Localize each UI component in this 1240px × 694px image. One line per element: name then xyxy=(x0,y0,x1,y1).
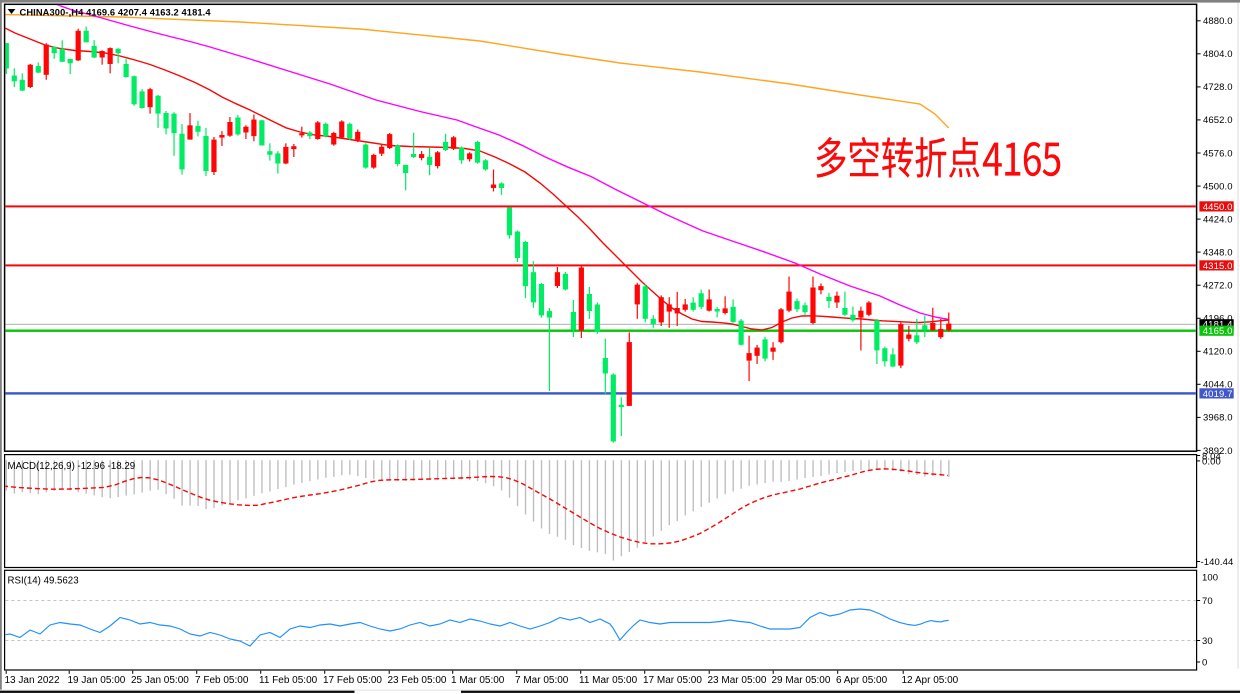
svg-text:17 Feb 05:00: 17 Feb 05:00 xyxy=(323,675,382,686)
svg-text:4348.0: 4348.0 xyxy=(1203,247,1233,258)
svg-text:4044.0: 4044.0 xyxy=(1203,380,1233,391)
svg-text:1 Mar 05:00: 1 Mar 05:00 xyxy=(451,675,505,686)
svg-text:30: 30 xyxy=(1202,636,1213,647)
svg-text:4120.0: 4120.0 xyxy=(1203,347,1233,358)
svg-text:25 Jan 05:00: 25 Jan 05:00 xyxy=(131,675,189,686)
svg-text:7 Feb 05:00: 7 Feb 05:00 xyxy=(195,675,249,686)
svg-text:11 Feb 05:00: 11 Feb 05:00 xyxy=(259,675,318,686)
svg-text:4500.0: 4500.0 xyxy=(1203,181,1233,192)
svg-text:4652.0: 4652.0 xyxy=(1203,115,1233,126)
svg-text:23 Mar 05:00: 23 Mar 05:00 xyxy=(708,675,767,686)
svg-text:0: 0 xyxy=(1202,658,1207,669)
svg-text:4315.0: 4315.0 xyxy=(1203,261,1233,272)
svg-text:4424.0: 4424.0 xyxy=(1203,214,1233,225)
svg-text:4450.0: 4450.0 xyxy=(1203,202,1233,213)
svg-text:11 Mar 05:00: 11 Mar 05:00 xyxy=(579,675,638,686)
svg-text:70: 70 xyxy=(1202,596,1213,607)
svg-text:29 Mar 05:00: 29 Mar 05:00 xyxy=(772,675,831,686)
svg-text:0.00: 0.00 xyxy=(1202,456,1221,467)
svg-text:4019.7: 4019.7 xyxy=(1203,389,1233,400)
svg-text:4728.0: 4728.0 xyxy=(1203,82,1233,93)
svg-text:4804.0: 4804.0 xyxy=(1203,49,1233,60)
svg-text:-140.44: -140.44 xyxy=(1201,557,1234,568)
svg-text:3892.0: 3892.0 xyxy=(1203,446,1233,457)
svg-text:12 Apr 05:00: 12 Apr 05:00 xyxy=(902,675,959,686)
svg-text:RSI(14) 49.5623: RSI(14) 49.5623 xyxy=(8,575,79,586)
svg-text:3968.0: 3968.0 xyxy=(1203,413,1233,424)
svg-text:4181.4: 4181.4 xyxy=(1203,320,1233,331)
svg-text:100: 100 xyxy=(1202,573,1218,584)
svg-text:7 Mar 05:00: 7 Mar 05:00 xyxy=(515,675,569,686)
svg-text:17 Mar 05:00: 17 Mar 05:00 xyxy=(643,675,702,686)
svg-text:4272.0: 4272.0 xyxy=(1203,281,1233,292)
svg-text:4165.0: 4165.0 xyxy=(1203,326,1233,337)
svg-text:6 Apr 05:00: 6 Apr 05:00 xyxy=(836,675,888,686)
svg-text:4576.0: 4576.0 xyxy=(1203,148,1233,159)
svg-text:13 Jan 2022: 13 Jan 2022 xyxy=(5,675,60,686)
svg-text:8.04: 8.04 xyxy=(1202,452,1221,463)
svg-text:MACD(12,26,9) -12.96 -18.29: MACD(12,26,9) -12.96 -18.29 xyxy=(8,461,136,472)
svg-text:4880.0: 4880.0 xyxy=(1203,16,1233,27)
svg-text:4196.0: 4196.0 xyxy=(1203,314,1233,325)
svg-text:19 Jan 05:00: 19 Jan 05:00 xyxy=(68,675,126,686)
svg-text:23 Feb 05:00: 23 Feb 05:00 xyxy=(388,675,447,686)
svg-text:CHINA300-,H4 4169.6 4207.4 41: CHINA300-,H4 4169.6 4207.4 4163.2 4181.4 xyxy=(20,8,212,18)
